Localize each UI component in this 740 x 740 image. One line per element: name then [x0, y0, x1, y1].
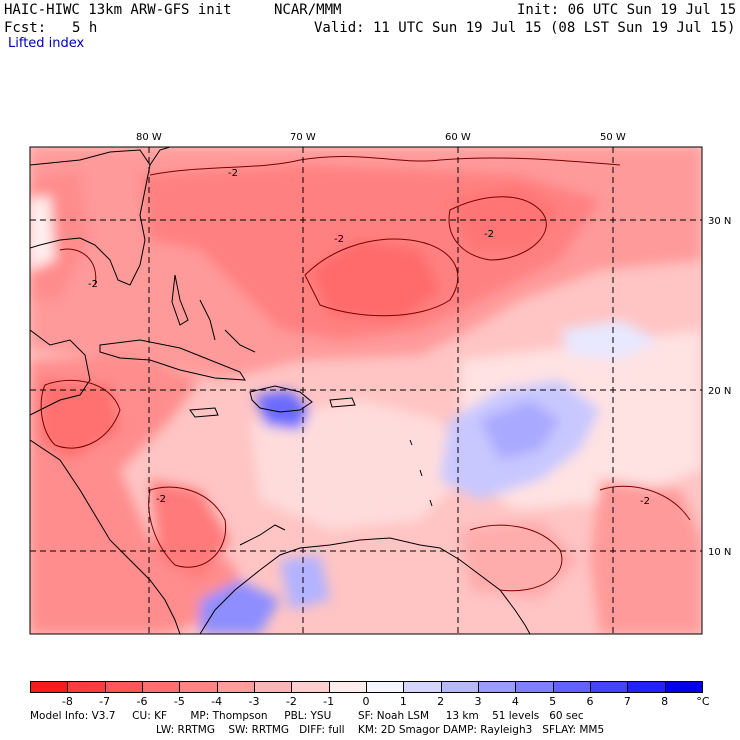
contour-label: -2 — [334, 234, 344, 245]
colorbar-units: °C — [696, 695, 710, 708]
colorbar-tick-label: 4 — [511, 695, 519, 708]
colorbar-cell — [440, 681, 479, 693]
lat-label-20n: 20 N — [708, 386, 731, 397]
colorbar-cell — [67, 681, 106, 693]
forecast-hours: 5 h — [72, 20, 98, 36]
lifted-index-map: 80 W 70 W 60 W 50 W 30 N 20 N 10 N -2 -2… — [29, 132, 731, 635]
colorbar-tick-label: 2 — [437, 695, 445, 708]
field-name: Lifted index — [8, 36, 85, 51]
colorbar-cell — [142, 681, 181, 693]
colorbar-tick-label: -1 — [323, 695, 335, 708]
model-title: HAIC-HIWC 13km ARW-GFS init — [4, 2, 232, 18]
colorbar-cell — [254, 681, 293, 693]
colorbar-cell — [552, 681, 591, 693]
init-time: Init: 06 UTC Sun 19 Jul 15 — [517, 2, 737, 18]
colorbar-cell — [627, 681, 666, 693]
colorbar-cell — [30, 681, 69, 693]
contour-label: -2 — [88, 279, 98, 290]
valid-time: Valid: 11 UTC Sun 19 Jul 15 (08 LST Sun … — [314, 20, 736, 36]
colorbar-cell — [104, 681, 143, 693]
lon-label-80w: 80 W — [136, 132, 162, 143]
contour-label: -2 — [156, 494, 166, 505]
colorbar-tick-label: 8 — [661, 695, 669, 708]
coastlines — [30, 147, 531, 634]
colorbar-tick-label: 6 — [586, 695, 594, 708]
contour-label: -2 — [484, 229, 494, 240]
lon-label-60w: 60 W — [445, 132, 471, 143]
model-info-line2: LW: RRTMG SW: RRTMG DIFF: full KM: 2D Sm… — [156, 724, 605, 736]
colorbar-tick-label: -3 — [248, 695, 260, 708]
colorbar-cell — [590, 681, 629, 693]
forecast-label: Fcst: — [4, 20, 47, 36]
map-frame — [29, 146, 703, 635]
lat-label-10n: 10 N — [708, 547, 731, 558]
colorbar-cell — [291, 681, 330, 693]
colorbar-tick-label: 0 — [362, 695, 370, 708]
colorbar-cell — [478, 681, 517, 693]
lon-label-50w: 50 W — [600, 132, 626, 143]
colorbar-tick-label: -2 — [285, 695, 297, 708]
colorbar-tick-label: -6 — [136, 695, 148, 708]
colorbar-tick-label: 7 — [623, 695, 631, 708]
lon-label-70w: 70 W — [290, 132, 316, 143]
contour-label: -2 — [640, 496, 650, 507]
model-info-line1: Model Info: V3.7 CU: KF MP: Thompson PBL… — [30, 710, 584, 722]
contour-label: -2 — [228, 168, 238, 179]
colorbar-tick-label: -4 — [211, 695, 223, 708]
colorbar-cell — [366, 681, 405, 693]
colorbar-cell — [328, 681, 367, 693]
colorbar-cell — [216, 681, 255, 693]
colorbar-tick-label: 3 — [474, 695, 482, 708]
colorbar-cell — [515, 681, 554, 693]
contours — [40, 155, 691, 592]
colorbar-cell — [664, 681, 703, 693]
lat-lon-grid — [30, 147, 702, 634]
colorbar-tick-label: -5 — [173, 695, 185, 708]
colorbar-cell — [403, 681, 442, 693]
colorbar-tick-label: -8 — [61, 695, 73, 708]
colorbar-cell — [179, 681, 218, 693]
colorbar-tick-label: 5 — [549, 695, 557, 708]
lat-label-30n: 30 N — [708, 216, 731, 227]
org-label: NCAR/MMM — [274, 2, 342, 18]
colorbar-tick-label: -7 — [99, 695, 111, 708]
colorbar-tick-label: 1 — [399, 695, 407, 708]
